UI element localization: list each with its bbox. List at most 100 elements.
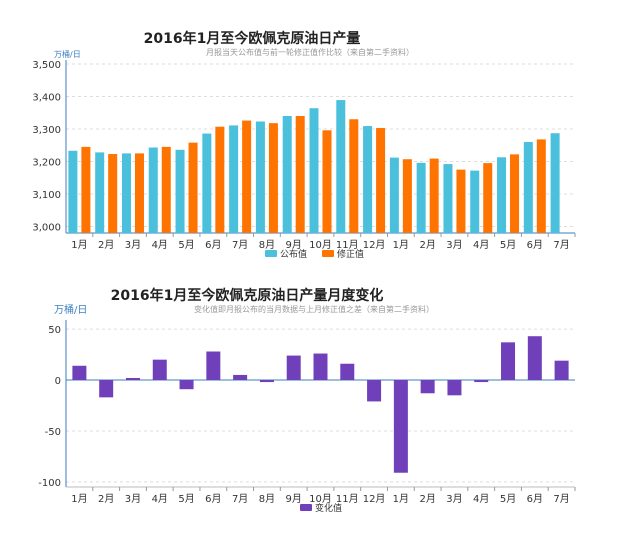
chart1-bar-series2	[429, 158, 439, 233]
chart1-bar-series1	[443, 164, 453, 233]
chart1-bar-series2	[81, 146, 91, 233]
chart2-xtick-label: 2月	[98, 493, 114, 505]
chart1-xtick-label: 9月	[286, 239, 302, 251]
chart2-bar-series1	[99, 380, 114, 398]
chart2-ytick-label: -50	[45, 427, 61, 438]
chart1-xtick-label: 3月	[446, 239, 462, 251]
chart1-bar-series2	[510, 154, 520, 233]
chart2-bar-series1	[152, 359, 167, 381]
chart1-xtick-label: 7月	[553, 239, 569, 251]
chart1-ytick-label: 3,400	[32, 93, 61, 104]
chart1-xtick-label: 8月	[259, 239, 275, 251]
chart1-bar-series1	[497, 157, 507, 233]
chart1-ylabel: 万桶/日	[54, 49, 81, 59]
chart2-xtick-label: 11月	[336, 493, 359, 505]
chart1-bar-series1	[550, 133, 560, 233]
chart1-ytick-label: 3,200	[32, 158, 61, 169]
chart2-bar-series1	[286, 355, 301, 381]
chart1-bar-series1	[523, 142, 533, 233]
chart2-xtick-label: 4月	[152, 493, 168, 505]
chart1-bar-series2	[536, 139, 546, 233]
chart1-xtick-label: 10月	[309, 239, 332, 251]
chart1-bar-series2	[268, 123, 278, 233]
chart2-plot: -100 -50 0 50 1月 2月 3月 4月 5月 6月 7月 8月 9月 10月 11月 12月 1月 2…	[38, 320, 576, 514]
chart2-xtick-label: 4月	[473, 493, 489, 505]
chart2-xtick-label: 5月	[178, 493, 194, 505]
chart2-xtick-label: 3月	[446, 493, 462, 505]
chart2-xtick-label: 7月	[553, 493, 569, 505]
chart1-legend-swatch	[322, 250, 334, 257]
chart1-xtick-label: 5月	[500, 239, 516, 251]
chart1-xtick-label: 4月	[152, 239, 168, 251]
chart1-bar-series1	[470, 170, 480, 233]
chart1-ytick-label: 3,500	[32, 60, 61, 71]
chart1-xtick-label: 6月	[527, 239, 543, 251]
chart2-xtick-label: 9月	[286, 493, 302, 505]
chart2-xtick-label: 3月	[125, 493, 141, 505]
chart2-title: 2016年1月至今欧佩克原油日产量月度变化	[111, 287, 384, 304]
chart1-legend-label: 公布值	[280, 248, 307, 260]
chart1-xtick-label: 12月	[363, 239, 386, 251]
chart1-bar-series1	[389, 157, 399, 233]
chart2-xtick-label: 5月	[500, 493, 516, 505]
chart2-bar-series1	[367, 380, 382, 402]
chart1-ytick-label: 3,300	[32, 125, 61, 136]
chart1-xtick-label: 1月	[393, 239, 409, 251]
chart1-bar-series1	[229, 125, 239, 233]
chart2-bar-series1	[340, 363, 355, 381]
chart1-bar-series2	[161, 146, 171, 233]
chart2-bar-series1	[72, 365, 87, 381]
chart2-xtick-label: 2月	[419, 493, 435, 505]
chart2-xtick-label: 10月	[309, 493, 332, 505]
chart1-bar-series1	[282, 116, 292, 233]
chart2-bar-series1	[447, 380, 462, 396]
chart2-subtitle: 变化值即月报公布的当月数据与上月修正值之差（来自第二手资料）	[194, 304, 434, 314]
chart1-xtick-label: 11月	[336, 239, 359, 251]
chart1-ytick-label: 3,100	[32, 190, 61, 201]
chart1-bar-series1	[363, 126, 373, 233]
chart1-xtick-label: 4月	[473, 239, 489, 251]
chart2-xtick-label: 1月	[71, 493, 87, 505]
chart2-ylabel: 万桶/日	[54, 303, 87, 316]
chart1-bar-series2	[402, 159, 412, 233]
chart1-xtick-label: 3月	[125, 239, 141, 251]
chart1-bar-series2	[188, 142, 198, 233]
chart1-bar-series2	[483, 163, 493, 233]
chart2-bar-series1	[474, 380, 489, 383]
chart1-bar-series1	[148, 147, 158, 233]
chart2-bar-series1	[420, 380, 435, 394]
chart1-bar-series2	[215, 126, 225, 233]
chart2-bar-series1	[393, 380, 408, 473]
chart2-bar-series1	[179, 380, 194, 390]
chart1-ytick-label: 3,000	[32, 223, 61, 234]
chart2-bar-series1	[527, 336, 542, 381]
chart2-ytick-label: -100	[38, 478, 61, 489]
chart1-bar-series2	[322, 130, 332, 233]
chart2-xtick-label: 7月	[232, 493, 248, 505]
chart1-bar-series1	[416, 162, 426, 233]
chart2-ytick-label: 50	[48, 325, 61, 336]
chart1-bar-series1	[95, 152, 105, 233]
chart2-legend-label: 变化值	[315, 502, 342, 514]
chart2-bar-series1	[554, 360, 569, 381]
chart1-bar-series1	[202, 133, 212, 233]
chart2-xtick-label: 1月	[393, 493, 409, 505]
chart1-bar-series2	[295, 116, 305, 233]
chart1-bar-series2	[349, 119, 359, 233]
chart2-xtick-label: 8月	[259, 493, 275, 505]
chart1-title: 2016年1月至今欧佩克原油日产量	[144, 30, 361, 47]
chart1-xtick-label: 7月	[232, 239, 248, 251]
chart1-xtick-label: 5月	[178, 239, 194, 251]
chart1-bar-series1	[255, 121, 265, 233]
chart2-bar-series1	[259, 380, 274, 383]
chart1-legend-label: 修正值	[337, 248, 364, 260]
chart1-bar-series1	[175, 149, 185, 233]
chart2-legend-swatch	[300, 504, 312, 511]
chart1-bar-series2	[108, 154, 118, 233]
chart2-xtick-label: 12月	[363, 493, 386, 505]
chart2-bar-series1	[206, 351, 221, 381]
chart1-bar-series2	[242, 120, 252, 233]
chart1-bar-series1	[121, 153, 131, 233]
chart1-bar-series2	[376, 128, 386, 233]
